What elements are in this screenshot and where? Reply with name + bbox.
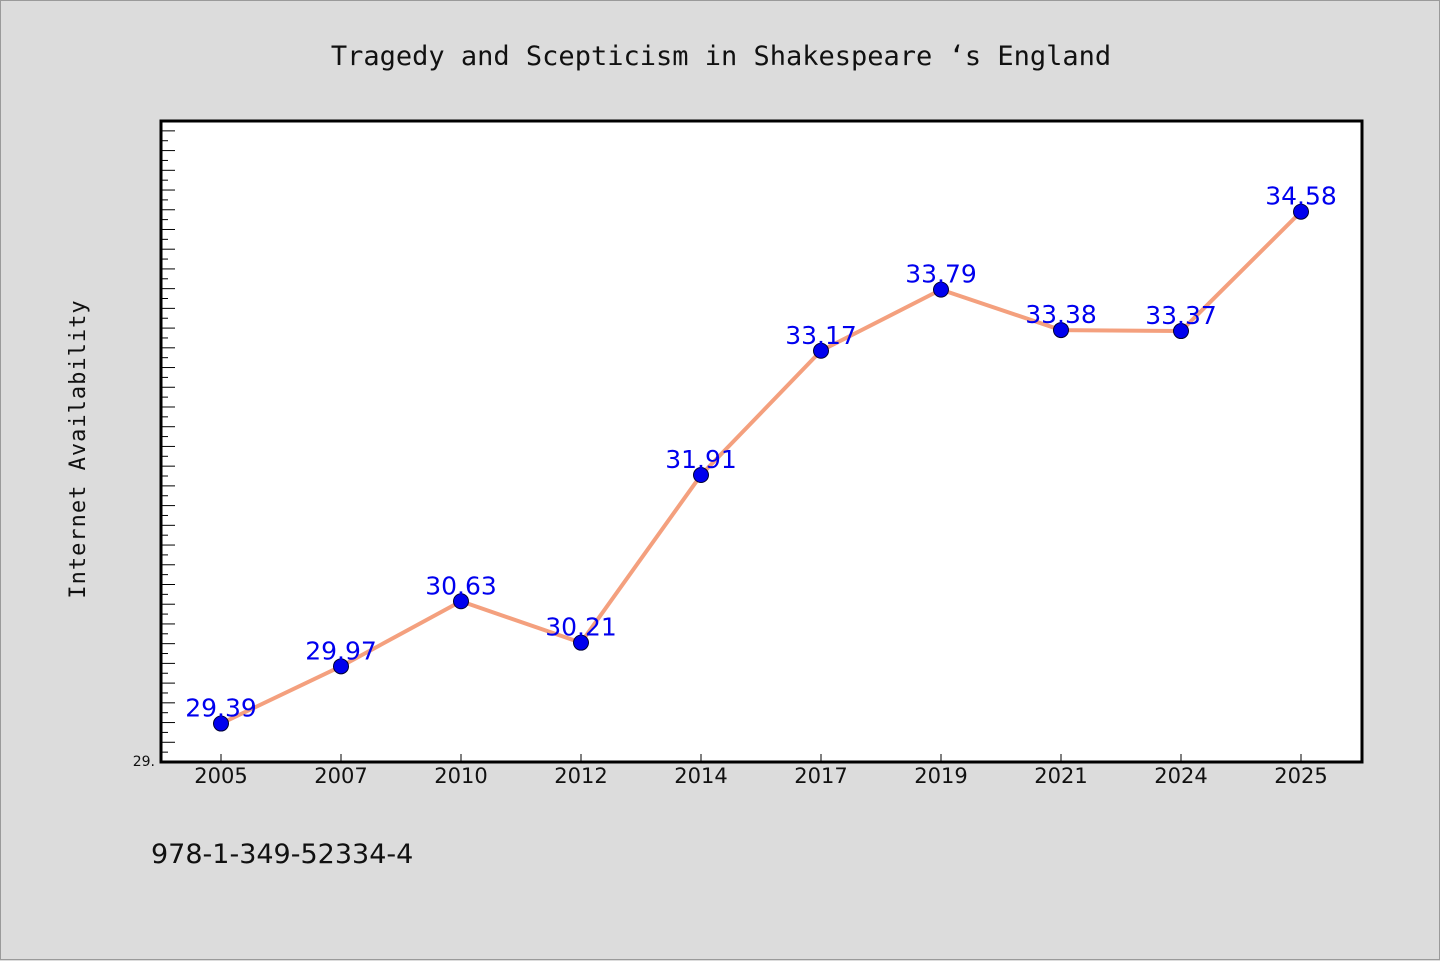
data-label: 33.79 [905,260,977,289]
y-axis-min-label: 29. [133,754,155,770]
data-label: 29.97 [305,636,377,665]
isbn-footer: 978-1-349-52334-4 [151,839,413,870]
data-point [1293,203,1309,220]
x-tick-label: 2021 [1034,764,1087,788]
data-point [693,467,709,484]
x-tick-label: 2010 [434,764,487,788]
data-label: 33.38 [1025,300,1097,329]
data-point [1173,323,1189,340]
x-tick-label: 2014 [674,764,727,788]
data-point [813,342,829,359]
x-tick-label: 2017 [794,764,847,788]
y-axis-label: Internet Availability [66,299,91,598]
data-label: 33.37 [1145,301,1217,330]
data-label: 29.39 [185,694,257,723]
series-layer: 29.39 29.97 30.63 30.21 31.91 33.17 33.79 33.38… [185,182,1337,732]
data-point [333,658,349,675]
x-tick-label: 2025 [1274,764,1327,788]
chart-title: Tragedy and Scepticism in Shakespeare ‘s… [331,41,1111,72]
x-axis-tick-labels: 2005 2007 2010 2012 2014 2017 2019 2021 2024 2025 [194,764,1327,788]
data-label: 31.91 [665,445,737,474]
data-point [453,593,469,610]
x-tick-label: 2012 [554,764,607,788]
data-point [573,634,589,651]
data-label: 34.58 [1265,182,1337,211]
x-axis-ticks [220,754,1302,762]
data-label: 30.63 [425,571,497,600]
data-label: 33.17 [785,321,857,350]
series-line [220,210,1303,726]
data-point [1053,322,1069,339]
y-axis-ticks [161,130,175,753]
x-tick-label: 2005 [194,764,247,788]
x-tick-label: 2019 [914,764,967,788]
data-point [933,281,949,298]
x-tick-label: 2024 [1154,764,1207,788]
x-tick-label: 2007 [314,764,367,788]
data-point [213,715,229,732]
data-label: 30.21 [545,613,617,642]
